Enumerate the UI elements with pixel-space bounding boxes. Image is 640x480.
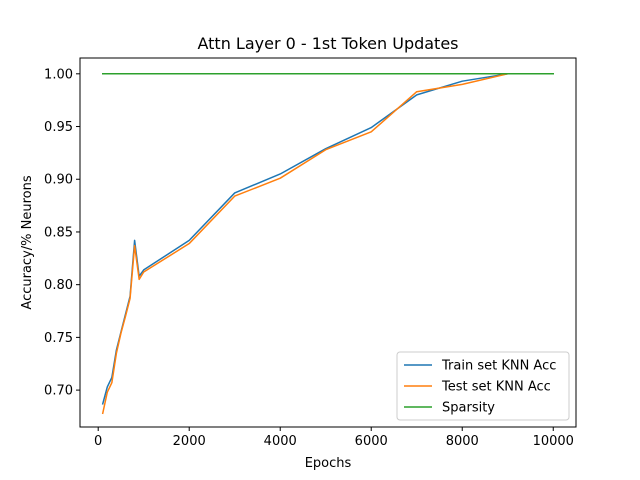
legend-sparsity-label: Sparsity [442, 401, 495, 416]
y-tick-label: 0.80 [44, 278, 73, 293]
plot-area [101, 73, 554, 415]
y-axis-label: Accuracy/% Neurons [20, 175, 35, 309]
x-tick-label: 4000 [264, 434, 297, 449]
x-axis-label: Epochs [305, 456, 352, 471]
plot-frame [79, 57, 577, 428]
legend-train-knn-acc-label: Train set KNN Acc [441, 359, 556, 374]
chart-title: Attn Layer 0 - 1st Token Updates [197, 34, 458, 53]
x-tick-label: 6000 [355, 434, 388, 449]
test-knn-acc-line [101, 73, 554, 415]
x-tick-label: 0 [94, 434, 102, 449]
x-tick-label: 8000 [446, 434, 479, 449]
x-tick-label: 10000 [533, 434, 574, 449]
legend-box [396, 351, 570, 421]
legend-test-knn-acc-label: Test set KNN Acc [441, 380, 551, 395]
y-tick-label: 1.00 [44, 67, 73, 82]
y-axis: 0.70 0.75 0.80 0.85 0.90 0.95 1.00 [44, 67, 80, 399]
x-tick-label: 2000 [173, 434, 206, 449]
legend: Train set KNN Acc Test set KNN Acc Sparsit… [396, 351, 570, 421]
x-axis: 0 2000 4000 6000 8000 10000 [94, 427, 574, 449]
y-tick-label: 0.95 [44, 120, 73, 135]
y-tick-label: 0.75 [44, 331, 73, 346]
y-tick-label: 0.90 [44, 173, 73, 188]
y-tick-label: 0.85 [44, 225, 73, 240]
y-tick-label: 0.70 [44, 384, 73, 399]
